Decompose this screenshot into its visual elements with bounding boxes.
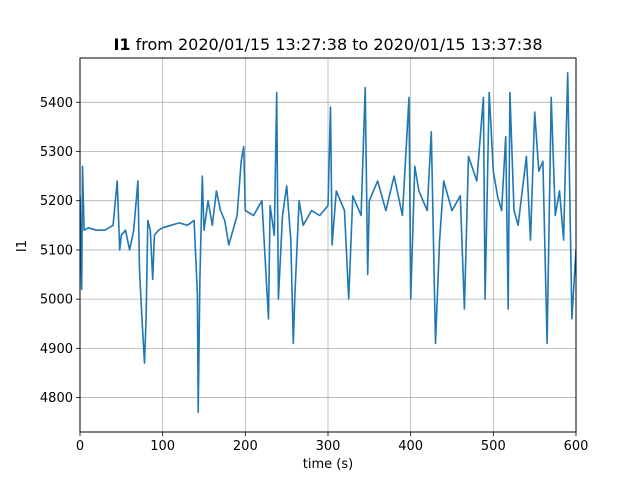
x-tick-label: 300 xyxy=(316,439,341,454)
x-tick-label: 500 xyxy=(481,439,506,454)
y-tick-label: 5400 xyxy=(40,96,73,111)
x-tick-label: 600 xyxy=(564,439,589,454)
x-tick-label: 100 xyxy=(150,439,175,454)
y-tick-label: 5300 xyxy=(40,145,73,160)
y-tick-label: 5000 xyxy=(40,293,73,308)
series-line-0 xyxy=(80,72,576,414)
x-axis-label: time (s) xyxy=(303,457,353,472)
y-axis: 4800 4900 5000 5100 5200 5300 5400 xyxy=(40,96,80,406)
chart-title-var: I1 xyxy=(113,35,130,54)
chart-title-rest: from 2020/01/15 13:27:38 to 2020/01/15 1… xyxy=(131,35,543,54)
y-tick-label: 5100 xyxy=(40,243,73,258)
x-axis: 0 100 200 300 400 500 600 xyxy=(76,432,589,454)
x-tick-label: 200 xyxy=(233,439,258,454)
y-tick-label: 5200 xyxy=(40,194,73,209)
grid xyxy=(79,58,577,432)
y-tick-label: 4800 xyxy=(40,391,73,406)
x-tick-label: 400 xyxy=(398,439,423,454)
x-tick-label: 0 xyxy=(76,439,84,454)
series-layer xyxy=(80,72,576,414)
y-axis-label: I1 xyxy=(15,240,30,252)
y-tick-label: 4900 xyxy=(40,342,73,357)
chart-title: I1 from 2020/01/15 13:27:38 to 2020/01/1… xyxy=(113,35,542,54)
